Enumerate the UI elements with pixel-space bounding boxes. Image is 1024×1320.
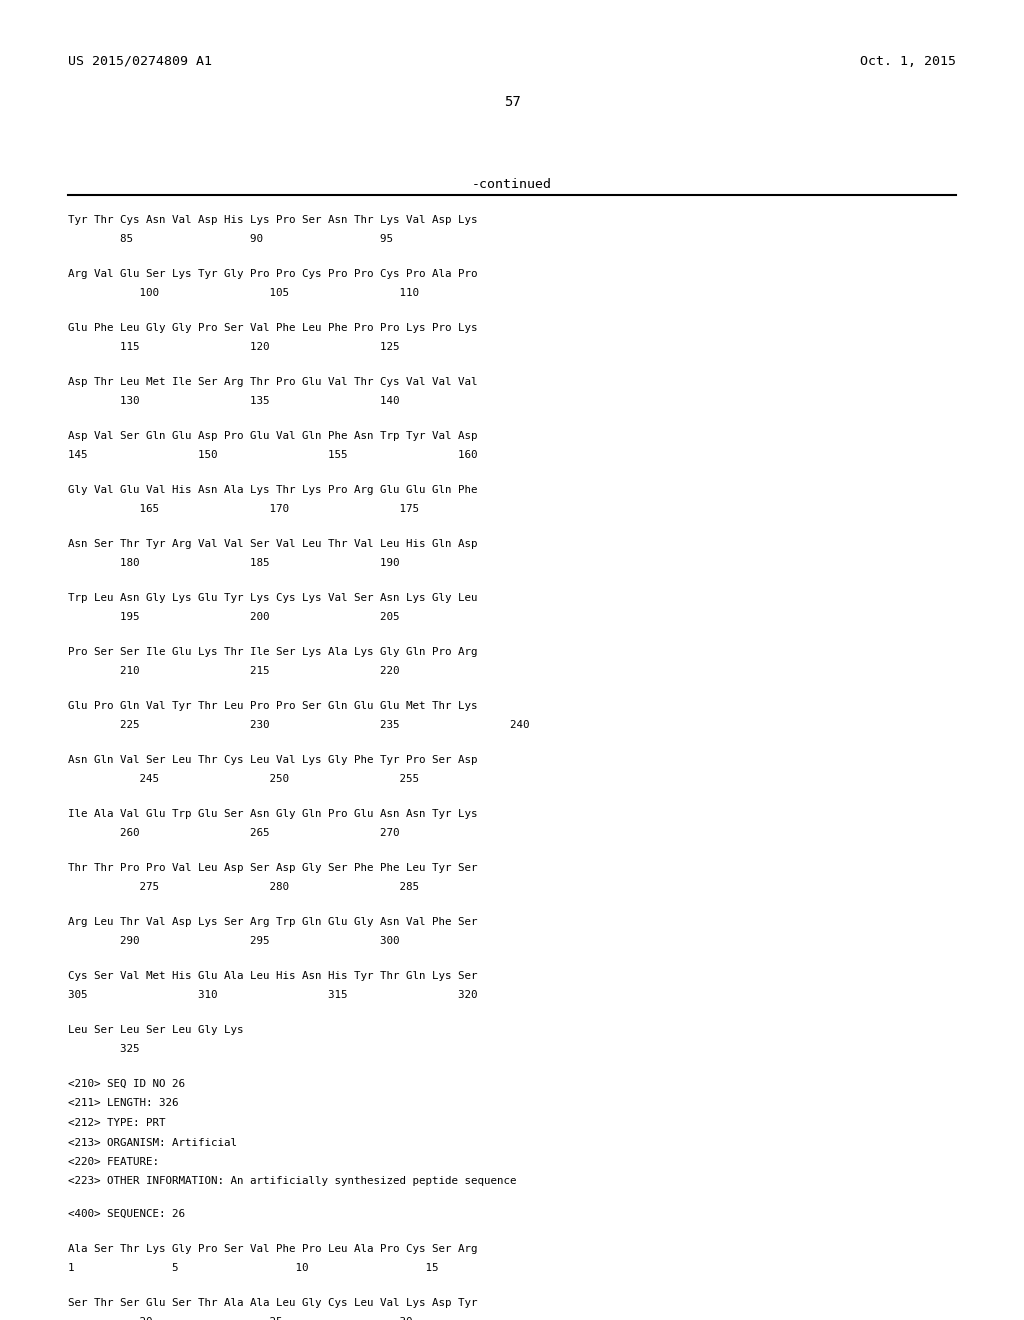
- Text: Gly Val Glu Val His Asn Ala Lys Thr Lys Pro Arg Glu Glu Gln Phe: Gly Val Glu Val His Asn Ala Lys Thr Lys …: [68, 484, 477, 495]
- Text: -continued: -continued: [472, 178, 552, 191]
- Text: <212> TYPE: PRT: <212> TYPE: PRT: [68, 1118, 166, 1129]
- Text: 245                 250                 255: 245 250 255: [68, 775, 419, 784]
- Text: Glu Phe Leu Gly Gly Pro Ser Val Phe Leu Phe Pro Pro Lys Pro Lys: Glu Phe Leu Gly Gly Pro Ser Val Phe Leu …: [68, 323, 477, 333]
- Text: 20                  25                  30: 20 25 30: [68, 1317, 413, 1320]
- Text: <223> OTHER INFORMATION: An artificially synthesized peptide sequence: <223> OTHER INFORMATION: An artificially…: [68, 1176, 516, 1187]
- Text: Trp Leu Asn Gly Lys Glu Tyr Lys Cys Lys Val Ser Asn Lys Gly Leu: Trp Leu Asn Gly Lys Glu Tyr Lys Cys Lys …: [68, 593, 477, 603]
- Text: 1               5                  10                  15: 1 5 10 15: [68, 1263, 438, 1272]
- Text: 165                 170                 175: 165 170 175: [68, 504, 419, 515]
- Text: Leu Ser Leu Ser Leu Gly Lys: Leu Ser Leu Ser Leu Gly Lys: [68, 1026, 244, 1035]
- Text: Ser Thr Ser Glu Ser Thr Ala Ala Leu Gly Cys Leu Val Lys Asp Tyr: Ser Thr Ser Glu Ser Thr Ala Ala Leu Gly …: [68, 1298, 477, 1308]
- Text: Tyr Thr Cys Asn Val Asp His Lys Pro Ser Asn Thr Lys Val Asp Lys: Tyr Thr Cys Asn Val Asp His Lys Pro Ser …: [68, 215, 477, 224]
- Text: Cys Ser Val Met His Glu Ala Leu His Asn His Tyr Thr Gln Lys Ser: Cys Ser Val Met His Glu Ala Leu His Asn …: [68, 972, 477, 981]
- Text: 145                 150                 155                 160: 145 150 155 160: [68, 450, 477, 461]
- Text: 100                 105                 110: 100 105 110: [68, 289, 419, 298]
- Text: Asn Ser Thr Tyr Arg Val Val Ser Val Leu Thr Val Leu His Gln Asp: Asn Ser Thr Tyr Arg Val Val Ser Val Leu …: [68, 539, 477, 549]
- Text: Asn Gln Val Ser Leu Thr Cys Leu Val Lys Gly Phe Tyr Pro Ser Asp: Asn Gln Val Ser Leu Thr Cys Leu Val Lys …: [68, 755, 477, 766]
- Text: <400> SEQUENCE: 26: <400> SEQUENCE: 26: [68, 1209, 185, 1218]
- Text: Arg Val Glu Ser Lys Tyr Gly Pro Pro Cys Pro Pro Cys Pro Ala Pro: Arg Val Glu Ser Lys Tyr Gly Pro Pro Cys …: [68, 269, 477, 279]
- Text: 130                 135                 140: 130 135 140: [68, 396, 399, 407]
- Text: 290                 295                 300: 290 295 300: [68, 936, 399, 946]
- Text: <210> SEQ ID NO 26: <210> SEQ ID NO 26: [68, 1078, 185, 1089]
- Text: 210                 215                 220: 210 215 220: [68, 667, 399, 676]
- Text: US 2015/0274809 A1: US 2015/0274809 A1: [68, 55, 212, 69]
- Text: 180                 185                 190: 180 185 190: [68, 558, 399, 569]
- Text: Asp Thr Leu Met Ile Ser Arg Thr Pro Glu Val Thr Cys Val Val Val: Asp Thr Leu Met Ile Ser Arg Thr Pro Glu …: [68, 378, 477, 387]
- Text: 275                 280                 285: 275 280 285: [68, 883, 419, 892]
- Text: 85                  90                  95: 85 90 95: [68, 235, 393, 244]
- Text: Asp Val Ser Gln Glu Asp Pro Glu Val Gln Phe Asn Trp Tyr Val Asp: Asp Val Ser Gln Glu Asp Pro Glu Val Gln …: [68, 432, 477, 441]
- Text: 57: 57: [504, 95, 520, 110]
- Text: Arg Leu Thr Val Asp Lys Ser Arg Trp Gln Glu Gly Asn Val Phe Ser: Arg Leu Thr Val Asp Lys Ser Arg Trp Gln …: [68, 917, 477, 927]
- Text: 115                 120                 125: 115 120 125: [68, 342, 399, 352]
- Text: Ile Ala Val Glu Trp Glu Ser Asn Gly Gln Pro Glu Asn Asn Tyr Lys: Ile Ala Val Glu Trp Glu Ser Asn Gly Gln …: [68, 809, 477, 818]
- Text: Thr Thr Pro Pro Val Leu Asp Ser Asp Gly Ser Phe Phe Leu Tyr Ser: Thr Thr Pro Pro Val Leu Asp Ser Asp Gly …: [68, 863, 477, 873]
- Text: Glu Pro Gln Val Tyr Thr Leu Pro Pro Ser Gln Glu Glu Met Thr Lys: Glu Pro Gln Val Tyr Thr Leu Pro Pro Ser …: [68, 701, 477, 711]
- Text: Pro Ser Ser Ile Glu Lys Thr Ile Ser Lys Ala Lys Gly Gln Pro Arg: Pro Ser Ser Ile Glu Lys Thr Ile Ser Lys …: [68, 647, 477, 657]
- Text: 225                 230                 235                 240: 225 230 235 240: [68, 721, 529, 730]
- Text: <220> FEATURE:: <220> FEATURE:: [68, 1158, 159, 1167]
- Text: Oct. 1, 2015: Oct. 1, 2015: [860, 55, 956, 69]
- Text: <211> LENGTH: 326: <211> LENGTH: 326: [68, 1098, 178, 1109]
- Text: Ala Ser Thr Lys Gly Pro Ser Val Phe Pro Leu Ala Pro Cys Ser Arg: Ala Ser Thr Lys Gly Pro Ser Val Phe Pro …: [68, 1243, 477, 1254]
- Text: 305                 310                 315                 320: 305 310 315 320: [68, 990, 477, 1001]
- Text: 260                 265                 270: 260 265 270: [68, 829, 399, 838]
- Text: 325: 325: [68, 1044, 139, 1055]
- Text: <213> ORGANISM: Artificial: <213> ORGANISM: Artificial: [68, 1138, 237, 1147]
- Text: 195                 200                 205: 195 200 205: [68, 612, 399, 623]
